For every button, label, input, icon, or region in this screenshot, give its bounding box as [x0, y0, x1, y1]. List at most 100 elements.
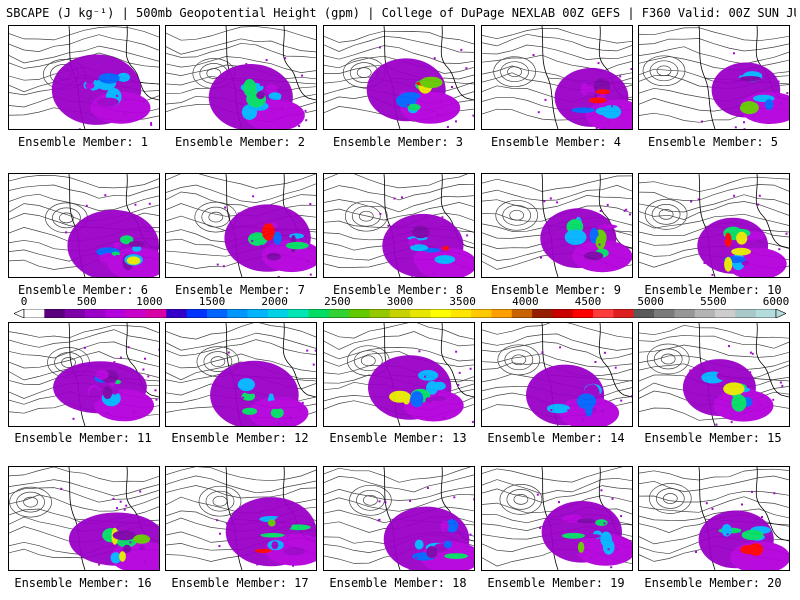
cape-shading: [111, 251, 121, 256]
height-contour: [324, 30, 474, 45]
cape-shading: [85, 82, 95, 89]
cape-shading: [749, 351, 752, 354]
cape-shading: [441, 216, 444, 219]
colorbar-swatch: [755, 309, 777, 318]
colorbar-swatch: [532, 309, 553, 318]
cape-shading: [119, 516, 122, 519]
cape-shading: [264, 400, 286, 409]
cape-shading: [728, 345, 730, 348]
cape-shading: [237, 378, 255, 392]
cape-shading: [111, 388, 119, 395]
height-contour: [324, 347, 474, 362]
colorbar-swatch: [633, 309, 655, 318]
cape-shading: [387, 224, 390, 227]
cape-shading: [601, 410, 604, 413]
cape-shading: [607, 121, 610, 124]
colorbar-swatch: [328, 309, 350, 318]
cape-shading: [378, 381, 381, 384]
cape-shading: [278, 422, 280, 425]
cape-shading: [225, 522, 228, 525]
height-contour: [639, 46, 789, 65]
height-contour: [166, 323, 316, 340]
height-contour-closed: [500, 61, 529, 83]
height-contour: [482, 477, 632, 495]
cape-shading: [426, 399, 429, 402]
cape-shading: [134, 203, 137, 206]
cape-shading: [695, 551, 697, 553]
cape-shading: [553, 390, 556, 393]
cape-shading: [277, 276, 280, 277]
cape-shading: [271, 541, 279, 550]
cape-shading: [577, 541, 585, 553]
cape-shading: [144, 357, 146, 360]
colorbar-swatch: [694, 309, 716, 318]
cape-shading: [469, 367, 472, 370]
cape-shading: [270, 407, 284, 419]
cape-shading: [116, 507, 118, 510]
cape-shading: [607, 548, 610, 551]
cape-shading: [616, 548, 619, 551]
cape-shading: [289, 416, 292, 419]
cape-shading: [445, 528, 448, 531]
cape-shading: [755, 87, 758, 90]
ensemble-member-label: Ensemble Member: 10: [644, 283, 782, 297]
colorbar-swatch: [166, 309, 187, 318]
cape-shading: [433, 237, 435, 240]
cape-shading: [457, 383, 460, 386]
cape-shading: [745, 546, 763, 553]
cape-shading: [580, 82, 589, 95]
colorbar-swatch: [613, 309, 635, 318]
height-contour-closed: [61, 357, 76, 368]
cape-shading: [284, 422, 287, 425]
cape-shading: [305, 119, 308, 122]
cape-shading: [125, 504, 128, 507]
height-contour-closed: [493, 56, 536, 88]
colorbar-tick-label: 500: [76, 295, 97, 308]
cape-shading: [112, 530, 137, 541]
height-contour: [9, 45, 159, 64]
cape-shading: [413, 250, 431, 268]
height-contour-closed: [658, 209, 674, 220]
cape-shading: [389, 390, 411, 403]
height-contour: [639, 213, 789, 229]
cape-shading: [265, 59, 268, 61]
colorbar-swatch: [24, 309, 45, 318]
height-contour-closed: [351, 205, 381, 227]
colorbar-arrow-low: [14, 309, 25, 318]
ensemble-panel: [323, 466, 475, 571]
cape-shading: [260, 532, 285, 538]
height-contour-closed: [499, 484, 543, 515]
cape-shading: [537, 111, 540, 114]
cape-shading: [739, 101, 759, 115]
cape-shading: [378, 46, 381, 49]
cape-shading: [602, 127, 605, 129]
cape-shading: [273, 231, 282, 245]
height-contour: [324, 195, 474, 213]
cape-shading: [148, 202, 151, 205]
colorbar-swatch: [491, 309, 513, 318]
cape-shading: [245, 63, 248, 66]
colorbar-swatch: [145, 309, 167, 318]
height-contour: [166, 56, 316, 73]
cape-shading: [724, 237, 727, 240]
map-panel-image: [639, 174, 789, 277]
cape-shading: [770, 535, 773, 538]
cape-shading: [143, 100, 145, 103]
colorbar-tick-label: 4000: [512, 295, 539, 308]
cape-shading: [119, 551, 126, 562]
cape-shading: [629, 213, 631, 216]
cape-shading: [280, 389, 283, 392]
cape-shading: [749, 371, 752, 374]
height-contour: [482, 175, 632, 192]
height-contour: [324, 486, 474, 501]
map-panel-image: [639, 467, 789, 570]
cape-shading: [432, 110, 435, 113]
height-contour-closed: [212, 495, 228, 507]
cape-shading: [733, 194, 736, 197]
cape-shading: [625, 208, 628, 211]
cape-shading: [78, 238, 81, 241]
ensemble-member-label: Ensemble Member: 17: [171, 576, 309, 590]
cape-shading: [544, 98, 547, 101]
ensemble-member-label: Ensemble Member: 5: [647, 135, 779, 149]
coastline: [598, 323, 632, 398]
